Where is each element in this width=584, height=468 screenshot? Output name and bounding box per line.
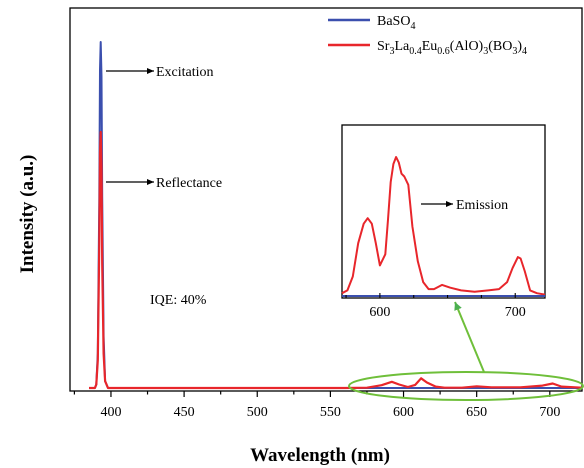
inset-chart: 600 700 Emission xyxy=(341,124,546,320)
inset-frame xyxy=(341,124,546,299)
x-tick-label: 700 xyxy=(539,405,560,420)
inset-x-axis-ticks: 600 700 xyxy=(345,293,526,320)
annotation-excitation: Excitation xyxy=(106,65,214,80)
x-tick-label: 500 xyxy=(247,405,268,420)
y-axis-title: Intensity (a.u.) xyxy=(17,155,38,274)
x-tick-label: 450 xyxy=(174,405,195,420)
inset-series-line-0 xyxy=(341,156,546,296)
x-tick-label: 550 xyxy=(320,405,341,420)
annotation-reflectance: Reflectance xyxy=(106,176,222,191)
x-tick-label: 650 xyxy=(466,405,487,420)
x-tick-label: 400 xyxy=(100,405,121,420)
excitation-label: Excitation xyxy=(156,65,214,80)
inset-series-group xyxy=(341,156,546,297)
legend-label-baso4: BaSO4 xyxy=(377,14,415,32)
series-line-1 xyxy=(89,130,583,390)
legend-label-phosphor: Sr3La0.4Eu0.6(AlO)3(BO3)4 xyxy=(377,39,527,57)
x-tick-label: 600 xyxy=(393,405,414,420)
x-axis-ticks: 400 450 500 550 600 650 700 xyxy=(73,391,560,420)
emission-highlight-ellipse xyxy=(348,371,584,401)
reflectance-label: Reflectance xyxy=(156,176,222,191)
emission-highlight-arrow xyxy=(454,301,485,373)
legend: BaSO4 Sr3La0.4Eu0.6(AlO)3(BO3)4 xyxy=(328,14,527,57)
emission-label: Emission xyxy=(456,198,508,213)
inset-x-tick-label: 700 xyxy=(505,305,526,320)
plot-frame xyxy=(69,7,583,392)
inset-x-tick-label: 600 xyxy=(369,305,390,320)
main-series-group xyxy=(89,41,583,390)
iqe-label: IQE: 40% xyxy=(150,293,207,308)
x-axis-title: Wavelength (nm) xyxy=(250,445,390,466)
